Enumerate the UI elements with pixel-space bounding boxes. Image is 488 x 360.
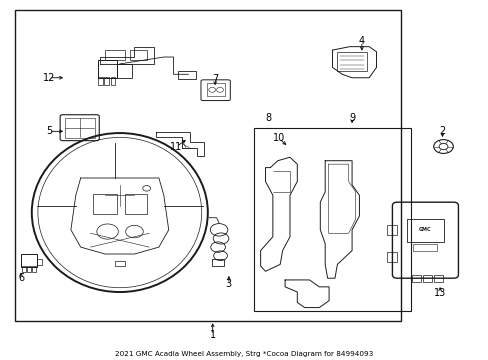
Text: GMC: GMC: [418, 227, 430, 232]
Bar: [105, 50, 124, 60]
Text: 8: 8: [264, 113, 270, 122]
Bar: [412, 244, 436, 251]
Text: 2: 2: [439, 126, 445, 136]
Bar: [386, 252, 396, 262]
Text: 7: 7: [212, 75, 218, 85]
Text: 12: 12: [42, 73, 55, 83]
Bar: [98, 60, 117, 78]
Bar: [110, 77, 115, 85]
Bar: [411, 275, 420, 282]
Bar: [27, 266, 31, 272]
Text: 13: 13: [433, 288, 446, 298]
Text: 6: 6: [18, 273, 24, 283]
Bar: [178, 71, 195, 80]
Bar: [98, 77, 102, 85]
Bar: [115, 261, 124, 266]
Bar: [117, 64, 132, 78]
Text: 3: 3: [225, 279, 231, 289]
Bar: [406, 220, 443, 242]
Bar: [206, 83, 225, 96]
Bar: [22, 266, 26, 272]
Bar: [124, 194, 146, 214]
Bar: [386, 225, 396, 235]
Bar: [15, 10, 400, 321]
Bar: [433, 275, 442, 282]
Text: 4: 4: [358, 36, 364, 46]
Text: 1: 1: [209, 330, 215, 340]
Bar: [337, 52, 366, 71]
Text: 2021 GMC Acadia Wheel Assembly, Strg *Cocoa Diagram for 84994093: 2021 GMC Acadia Wheel Assembly, Strg *Co…: [115, 351, 373, 357]
Bar: [104, 77, 109, 85]
Bar: [21, 254, 37, 267]
Bar: [422, 275, 431, 282]
Bar: [129, 50, 146, 60]
Text: 9: 9: [348, 113, 354, 122]
Bar: [37, 259, 41, 265]
Bar: [254, 128, 410, 311]
Bar: [64, 118, 95, 138]
Bar: [211, 259, 224, 266]
Text: 10: 10: [272, 133, 285, 143]
Bar: [32, 266, 36, 272]
Text: 5: 5: [46, 126, 52, 136]
Text: 11: 11: [169, 142, 182, 152]
Bar: [93, 194, 117, 214]
